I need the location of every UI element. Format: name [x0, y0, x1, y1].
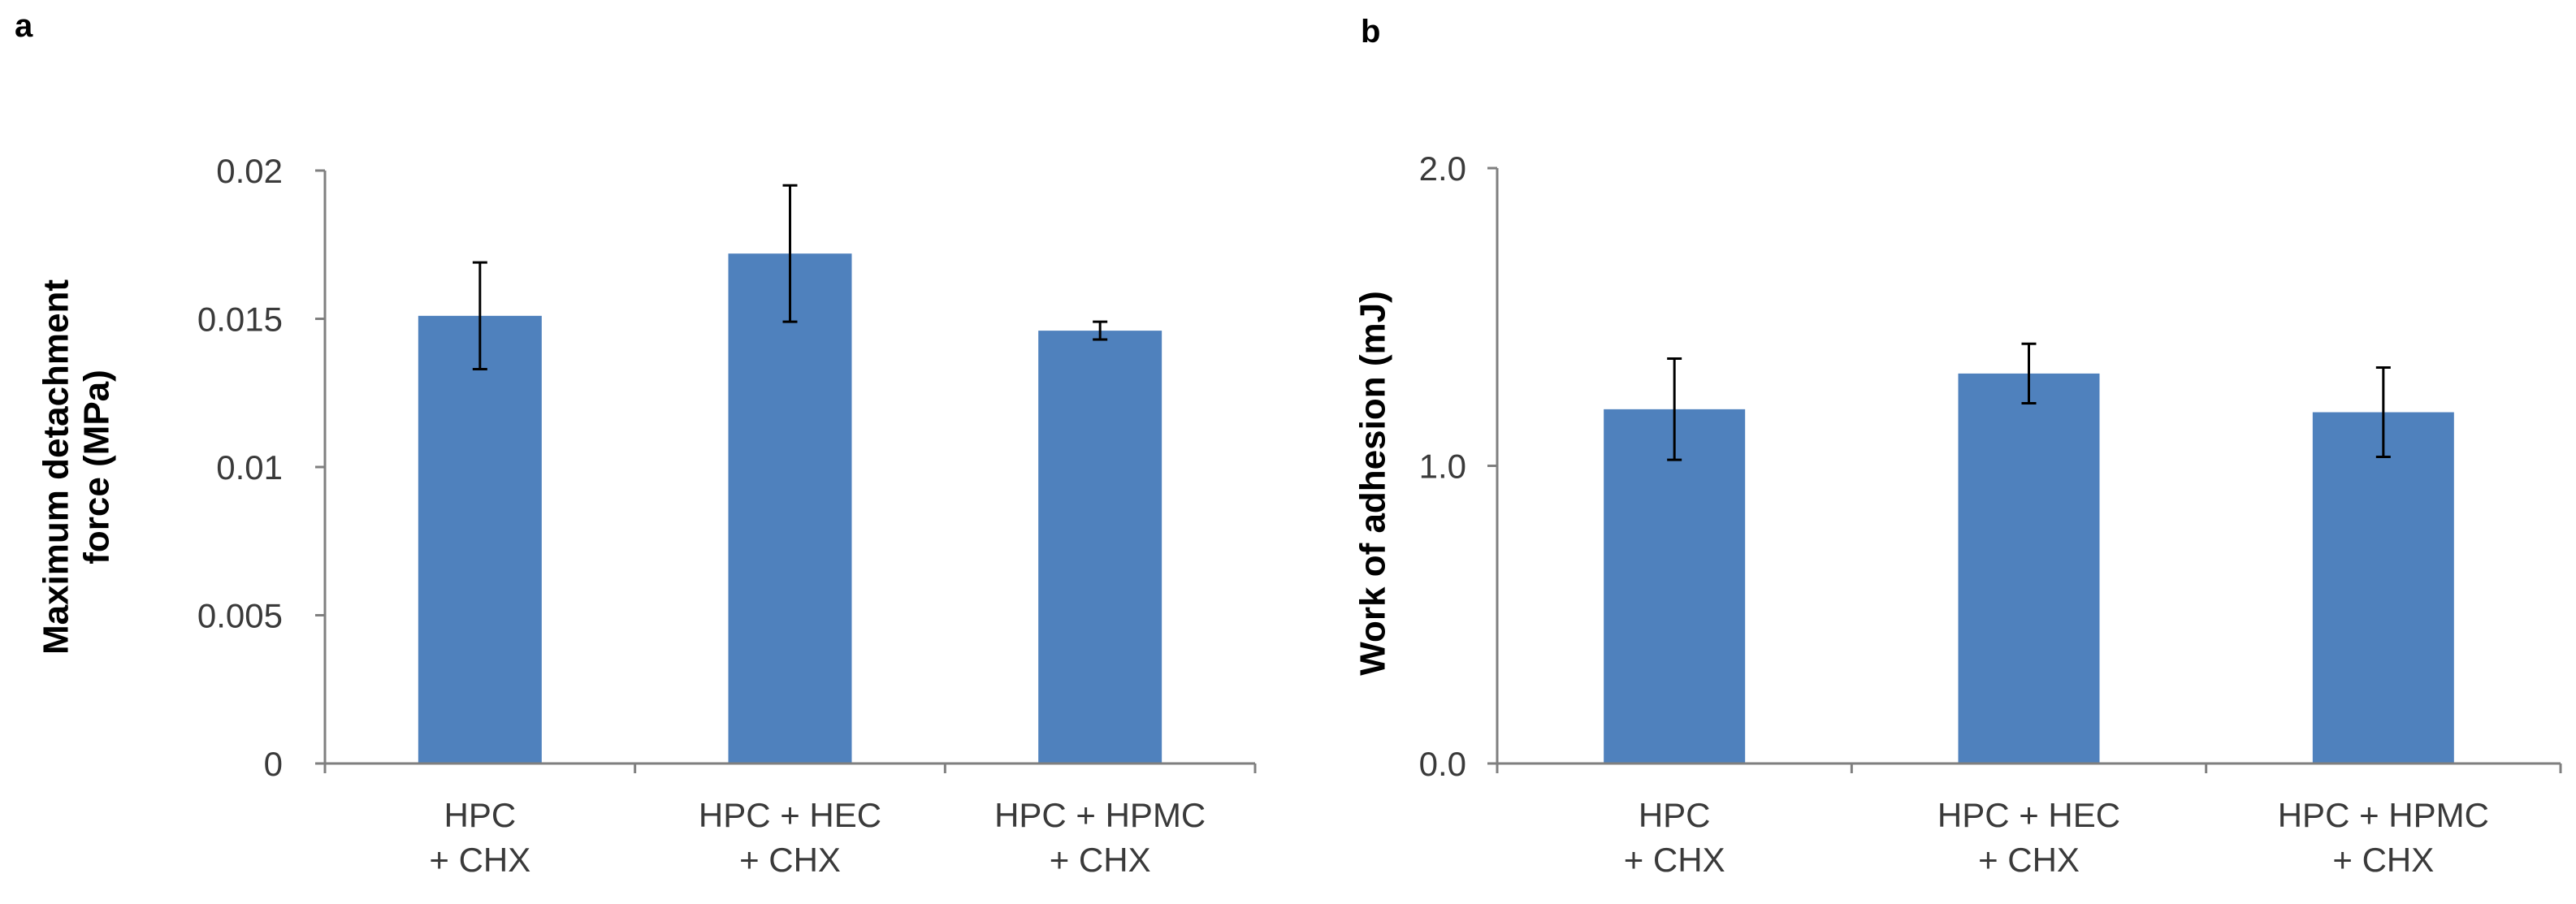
y-axis-title: force (MPa): [77, 370, 117, 564]
x-tick-label: HPC + HPMC: [994, 796, 1206, 834]
x-tick-label: + CHX: [429, 841, 530, 879]
panel-label: a: [15, 8, 33, 44]
x-tick-label: HPC: [1639, 796, 1711, 834]
y-tick-label: 0.01: [216, 448, 283, 487]
y-tick-label: 1.0: [1419, 448, 1466, 486]
x-tick-label: HPC + HEC: [699, 796, 881, 834]
x-tick-label: HPC + HEC: [1937, 796, 2120, 834]
y-tick-label: 0.02: [216, 152, 283, 190]
bar: [418, 315, 542, 764]
bar: [1604, 409, 1746, 763]
y-tick-label: 0.015: [197, 301, 283, 339]
panel-label: b: [1361, 14, 1380, 50]
bar: [2312, 412, 2454, 763]
x-tick-label: + CHX: [1624, 841, 1725, 879]
bar: [1958, 373, 2100, 763]
x-tick-label: HPC + HPMC: [2278, 796, 2489, 834]
y-tick-label: 2.0: [1419, 149, 1466, 188]
x-tick-label: + CHX: [2332, 841, 2434, 879]
y-tick-label: 0.0: [1419, 745, 1466, 783]
y-axis-title: Work of adhesion (mJ): [1353, 291, 1393, 675]
bar: [728, 253, 852, 763]
x-tick-label: + CHX: [1050, 841, 1151, 879]
y-tick-label: 0: [264, 745, 283, 783]
x-tick-label: + CHX: [1978, 841, 2080, 879]
bar: [1038, 331, 1162, 764]
chart-panel-a: a 0 0.005 0.01 0.015 0.02 HPC + CHX HPC + HEC + C…: [15, 8, 1257, 879]
chart-panel-b: b 0.0 1.0 2.0 HPC + CHX HPC + HEC + CHX HPC + HP…: [1353, 14, 2562, 879]
x-tick-label: + CHX: [739, 841, 841, 879]
y-axis-title: Maximum detachment: [37, 279, 76, 655]
y-tick-label: 0.005: [197, 597, 283, 635]
x-tick-label: HPC: [444, 796, 516, 834]
